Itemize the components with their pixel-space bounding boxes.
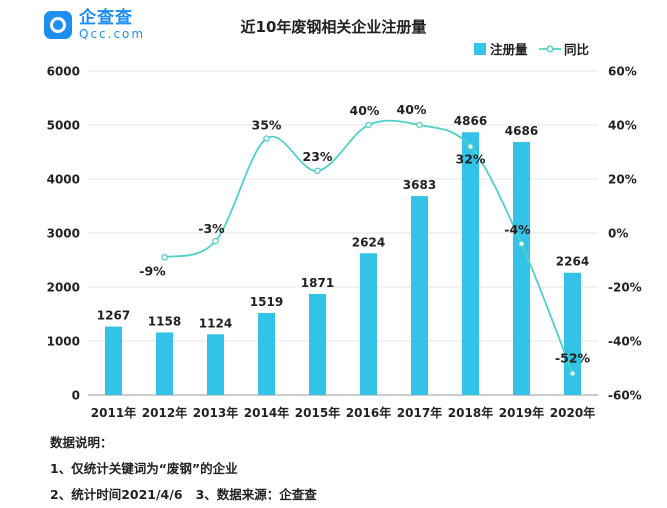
bar-value-label: 1267 bbox=[97, 309, 130, 323]
line-value-label: -9% bbox=[139, 263, 166, 278]
legend-bar-swatch bbox=[474, 43, 486, 55]
x-tick-label: 2020年 bbox=[550, 405, 595, 420]
data-notes: 数据说明： 1、仅统计关键词为“废钢”的企业 2、统计时间2021/4/6 3、… bbox=[50, 430, 317, 508]
line-point bbox=[365, 121, 372, 129]
bar-value-label: 4866 bbox=[454, 114, 487, 128]
bar bbox=[462, 132, 479, 395]
qcc-logo: 企查查 Qcc.com bbox=[44, 8, 146, 41]
line-value-label: -3% bbox=[198, 221, 225, 236]
bar-value-label: 1124 bbox=[199, 316, 232, 330]
bar-value-label: 1871 bbox=[301, 276, 334, 290]
y-right-tick-label: -40% bbox=[608, 335, 642, 349]
line-value-label: 23% bbox=[303, 149, 333, 164]
line-point bbox=[416, 121, 423, 129]
magnifier-logo-icon bbox=[44, 11, 72, 40]
bar bbox=[564, 272, 581, 395]
y-left-tick-label: 2000 bbox=[47, 281, 80, 295]
bar bbox=[513, 141, 530, 395]
bar bbox=[258, 312, 275, 395]
y-left-tick-label: 4000 bbox=[47, 173, 80, 187]
x-tick-label: 2013年 bbox=[193, 405, 238, 420]
y-right-tick-label: 40% bbox=[608, 119, 637, 133]
notes-line-2: 2、统计时间2021/4/6 3、数据来源：企查查 bbox=[50, 487, 317, 502]
x-tick-label: 2019年 bbox=[499, 405, 544, 420]
y-right-tick-label: 20% bbox=[608, 173, 637, 187]
y-right-tick-label: 0% bbox=[608, 227, 628, 241]
y-right-tick-label: 60% bbox=[608, 65, 637, 79]
line-point bbox=[212, 237, 219, 245]
legend-bar-label: 注册量 bbox=[490, 42, 528, 57]
bar-value-label: 2264 bbox=[556, 255, 589, 269]
bar bbox=[411, 196, 428, 395]
bar bbox=[105, 326, 122, 395]
line-value-label: 35% bbox=[252, 118, 282, 133]
y-right-tick-label: -60% bbox=[608, 389, 642, 403]
x-tick-label: 2016年 bbox=[346, 405, 391, 420]
line-point bbox=[518, 240, 525, 248]
logo-name: 企查查 bbox=[79, 8, 133, 28]
y-right-tick-label: -20% bbox=[608, 281, 642, 295]
line-point bbox=[467, 143, 474, 150]
legend-line-marker bbox=[546, 45, 554, 53]
y-left-tick-label: 3000 bbox=[47, 227, 80, 241]
y-left-tick-label: 5000 bbox=[47, 119, 80, 133]
line-value-label: -52% bbox=[555, 350, 591, 365]
bar-value-label: 2624 bbox=[352, 235, 385, 249]
x-tick-label: 2014年 bbox=[244, 405, 289, 420]
line-value-label: 40% bbox=[350, 103, 380, 118]
notes-line-1: 1、仅统计关键词为“废钢”的企业 bbox=[50, 461, 238, 476]
bar bbox=[156, 332, 173, 395]
line-value-label: -4% bbox=[504, 222, 531, 237]
line-point bbox=[314, 167, 321, 175]
line-point bbox=[161, 254, 168, 261]
x-tick-label: 2017年 bbox=[397, 405, 442, 420]
x-tick-label: 2015年 bbox=[295, 405, 340, 420]
bar-value-label: 1519 bbox=[250, 295, 283, 309]
x-tick-label: 2011年 bbox=[91, 405, 136, 420]
bar bbox=[207, 334, 224, 395]
line-point bbox=[569, 370, 576, 377]
line-point bbox=[263, 135, 270, 142]
bar-value-label: 1158 bbox=[148, 314, 181, 328]
y-left-tick-label: 0 bbox=[72, 389, 80, 403]
line-value-label: 40% bbox=[397, 102, 427, 117]
bar bbox=[309, 293, 326, 395]
y-left-tick-label: 1000 bbox=[47, 335, 80, 349]
x-tick-label: 2012年 bbox=[142, 405, 187, 420]
bar bbox=[360, 253, 377, 395]
combo-chart: 1267 1158 1124 1519 1871 2624 3683 4866 4686 2264… bbox=[47, 42, 642, 420]
bar-value-label: 3683 bbox=[403, 178, 436, 192]
line-value-label: 32% bbox=[456, 152, 486, 167]
legend-line-label: 同比 bbox=[564, 42, 590, 57]
logo-domain: Qcc.com bbox=[79, 26, 146, 41]
bar-value-label: 4686 bbox=[505, 124, 538, 138]
chart-title: 近10年废钢相关企业注册量 bbox=[240, 18, 427, 36]
x-tick-label: 2018年 bbox=[448, 405, 493, 420]
notes-heading: 数据说明： bbox=[50, 435, 113, 450]
y-left-tick-label: 6000 bbox=[47, 65, 80, 79]
